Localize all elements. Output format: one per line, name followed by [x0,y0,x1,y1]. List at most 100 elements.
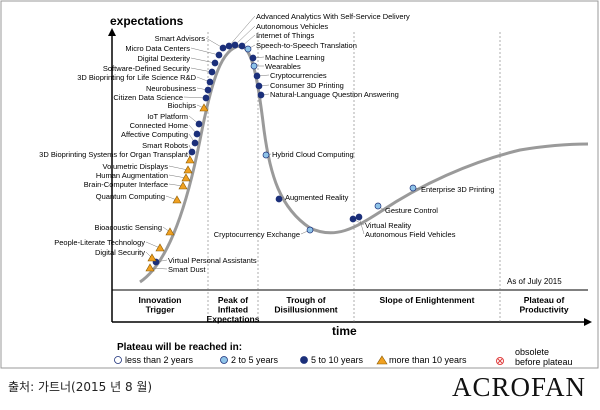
phase-label-2-0: Trough of [286,295,325,305]
tech-marker-neurobusiness [204,86,212,94]
tech-marker-brain-computer-interface [178,181,188,190]
tech-label-autonomous-vehicles: Autonomous Vehicles [256,22,328,31]
tech-label-speech-to-speech-translation: Speech-to-Speech Translation [256,41,357,50]
phase-label-0-1: Trigger [146,305,176,315]
legend-label-lt2-0: less than 2 years [125,355,194,365]
hype-curve [139,44,589,284]
tech-label-virtual-reality: Virtual Reality [365,221,411,230]
tech-marker-people-literate-technology [155,243,165,252]
leader-line [168,165,189,171]
tech-marker-machine-learning [249,54,257,62]
tech-marker-internet-of-things [238,42,246,50]
tech-marker-connected-home [193,130,201,138]
tech-label-biochips: Biochips [168,101,197,110]
phase-label-1-1: Inflated [218,305,248,315]
phase-label-1-0: Peak of [218,295,248,305]
hype-cycle-chart: expectations As of July 2015 time Smart … [0,0,599,369]
tech-marker-bioacoustic-sensing [165,227,175,236]
phase-label-1-2: Expectations [207,314,260,324]
tech-marker-hybrid-cloud-computing [262,151,270,159]
as-of-label: As of July 2015 [507,277,562,286]
tech-marker-natural-language-question-answering [257,91,265,99]
tech-marker-autonomous-vehicles [231,41,239,49]
tech-label-brain-computer-interface: Brain-Computer Interface [84,180,168,189]
leader-line [183,96,207,99]
legend-label-gt10-0: more than 10 years [389,355,467,365]
tech-label-volumetric-displays: Volumetric Displays [103,162,169,171]
tech-label-3d-bioprinting-for-life-science-r-d: 3D Bioprinting for Life Science R&D [77,73,196,82]
tech-marker-micro-data-centers [215,51,223,59]
tech-label-quantum-computing: Quantum Computing [96,192,165,201]
leader-line [190,67,213,73]
tech-label-natural-language-question-answering: Natural-Language Question Answering [270,90,399,99]
leader-line [190,47,220,56]
tech-marker-smart-dust [145,263,155,272]
tech-label-enterprise-3d-printing: Enterprise 3D Printing [421,185,494,194]
tech-label-iot-platform: IoT Platform [147,112,188,121]
tech-label-wearables: Wearables [265,62,301,71]
tech-label-human-augmentation: Human Augmentation [96,171,168,180]
tech-label-digital-dexterity: Digital Dexterity [137,54,190,63]
tech-marker-quantum-computing [172,195,182,204]
tech-marker-speech-to-speech-translation [244,45,252,53]
leader-line [145,241,161,249]
tech-marker-cryptocurrency-exchange [306,226,314,234]
tech-label-connected-home: Connected Home [130,121,188,130]
tech-marker-cryptocurrencies [253,72,261,80]
phase-label-2-1: Disillusionment [274,305,337,315]
legend-title: Plateau will be reached in: [117,342,242,353]
tech-marker-advanced-analytics-with-self-service-delivery [225,42,233,50]
tech-label-3d-bioprinting-systems-for-organ-transplant: 3D Bioprinting Systems for Organ Transpl… [39,150,189,159]
leader-line [190,57,216,64]
legend-label-obsolete-1: before plateau [515,357,573,367]
tech-label-software-defined-security: Software-Defined Security [103,64,190,73]
tech-marker-virtual-reality [349,215,357,223]
acrofan-logo: ACROFAN [452,372,587,402]
leader-line [149,267,168,270]
tech-label-affective-computing: Affective Computing [121,130,188,139]
tech-marker-3d-bioprinting-systems-for-organ-transplant [185,155,195,164]
tech-label-people-literate-technology: People-Literate Technology [54,238,145,247]
tech-label-citizen-data-science: Citizen Data Science [113,93,183,102]
tech-marker-affective-computing [191,139,199,147]
tech-marker-3d-bioprinting-for-life-science-r-d [206,78,214,86]
leader-line [234,25,256,46]
tech-marker-wearables [250,62,258,70]
legend-symbol-5to10 [300,356,308,364]
legend-symbol-2to5 [220,356,228,364]
phase-label-4-0: Plateau of [524,295,565,305]
tech-label-autonomous-field-vehicles: Autonomous Field Vehicles [365,230,456,239]
tech-label-micro-data-centers: Micro Data Centers [125,44,190,53]
tech-marker-digital-security [147,253,157,262]
tech-marker-volumetric-displays [183,165,193,174]
tech-marker-autonomous-field-vehicles [355,213,363,221]
legend-label-5to10-0: 5 to 10 years [311,355,364,365]
tech-marker-digital-dexterity [211,59,219,67]
legend-label-2to5-0: 2 to 5 years [231,355,279,365]
y-axis-label: expectations [110,14,184,28]
leader-line [168,174,187,179]
tech-label-internet-of-things: Internet of Things [256,31,314,40]
tech-label-hybrid-cloud-computing: Hybrid Cloud Computing [272,150,354,159]
tech-label-smart-robots: Smart Robots [142,141,188,150]
x-axis-label: time [332,324,357,338]
tech-marker-augmented-reality [275,195,283,203]
tech-label-advanced-analytics-with-self-service-delivery: Advanced Analytics With Self-Service Del… [256,12,410,21]
tech-marker-citizen-data-science [202,94,210,102]
tech-marker-smart-advisors [219,44,227,52]
tech-marker-iot-platform [195,120,203,128]
phase-label-0-0: Innovation [139,295,182,305]
tech-marker-consumer-3d-printing [255,82,263,90]
tech-label-machine-learning: Machine Learning [265,53,325,62]
tech-label-gesture-control: Gesture Control [385,206,438,215]
tech-label-consumer-3d-printing: Consumer 3D Printing [270,81,344,90]
tech-marker-biochips [199,103,209,112]
legend-symbol-gt10 [376,355,388,365]
y-axis-arrow [108,28,116,36]
phase-label-4-1: Productivity [519,305,568,315]
legend-symbol-obsolete [496,357,504,365]
tech-label-cryptocurrency-exchange: Cryptocurrency Exchange [214,230,300,239]
tech-marker-gesture-control [374,202,382,210]
leader-line [228,15,256,47]
